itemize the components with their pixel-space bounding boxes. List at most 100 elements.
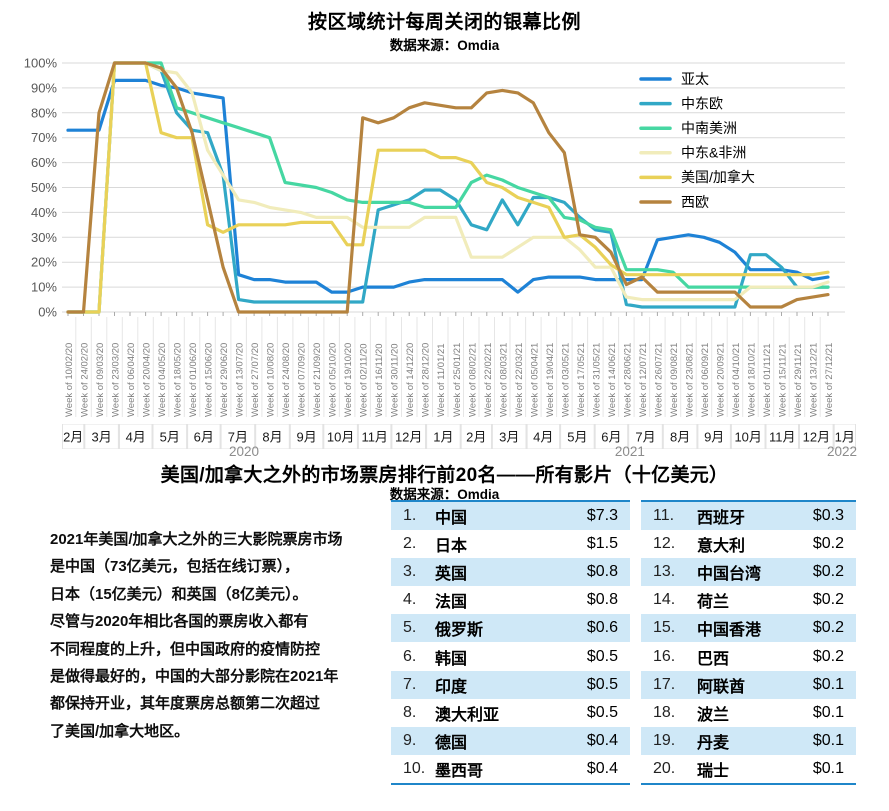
value-cell: $0.4 xyxy=(586,731,618,749)
table-row: 13. 中国台湾 $0.2 xyxy=(641,558,856,587)
month-cell xyxy=(358,424,391,449)
year-label: 2020 xyxy=(229,444,259,457)
month-label: 5月 xyxy=(567,430,587,445)
month-label: 8月 xyxy=(262,430,282,445)
month-label: 12月 xyxy=(803,430,830,445)
x-tick-label: Week of 09/08/21 xyxy=(669,343,680,417)
table-row: 19. 丹麦 $0.1 xyxy=(641,726,856,755)
x-tick-label: Week of 17/05/21 xyxy=(576,343,587,417)
month-cell xyxy=(63,424,84,449)
value-cell: $0.5 xyxy=(586,675,618,693)
rank-cell: 14. xyxy=(653,591,676,609)
month-label: 7月 xyxy=(635,430,655,445)
year-label: 2022 xyxy=(827,444,857,457)
series-line-5 xyxy=(66,61,830,314)
table-row: 12. 意大利 $0.2 xyxy=(641,530,856,558)
rank-cell: 6. xyxy=(403,647,417,665)
month-label: 8月 xyxy=(670,430,690,445)
market-cell: 中国香港 xyxy=(697,622,762,640)
y-tick-label: 80% xyxy=(31,105,57,120)
y-tick-label: 50% xyxy=(31,180,57,195)
month-cell xyxy=(561,424,594,449)
x-tick-label: Week of 29/06/20 xyxy=(219,343,230,417)
value-cell: $0.5 xyxy=(586,647,618,665)
value-cell: $0.3 xyxy=(812,507,844,525)
table-row: 16. 巴西 $0.2 xyxy=(641,642,856,670)
x-tick-label: Week of 24/02/20 xyxy=(80,343,91,417)
x-tick-label: Week of 06/09/21 xyxy=(700,343,711,417)
market-cell: 韩国 xyxy=(435,650,468,668)
table-row: 11. 西班牙 $0.3 xyxy=(641,502,856,531)
table-row: 5. 俄罗斯 $0.6 xyxy=(391,614,630,643)
month-cell xyxy=(731,424,765,449)
x-tick-label: Week of 31/05/21 xyxy=(591,343,602,417)
table-row: 1. 中国 $7.3 xyxy=(391,502,630,531)
market-cell: 印度 xyxy=(435,678,468,696)
rank-cell: 11. xyxy=(653,507,675,525)
market-cell: 阿联酋 xyxy=(697,678,746,696)
x-tick-label: Week of 02/11/20 xyxy=(359,343,370,417)
x-tick-label: Week of 08/03/21 xyxy=(498,343,509,417)
table-row: 7. 印度 $0.5 xyxy=(391,670,630,699)
rank-cell: 10. xyxy=(403,759,426,777)
x-tick-label: Week of 21/09/20 xyxy=(312,343,323,417)
ranking-table-left: 1. 中国 $7.3 2. 日本 $1.5 3. 英国 $0.8 4. 法国 $0.8 5. 俄罗斯 $0.… xyxy=(391,500,630,785)
value-cell: $0.8 xyxy=(586,591,618,609)
month-cell xyxy=(766,424,798,449)
table-row: 18. 波兰 $0.1 xyxy=(641,699,856,727)
rank-cell: 3. xyxy=(403,563,417,581)
month-cell xyxy=(834,424,855,449)
y-tick-label: 70% xyxy=(31,130,57,145)
month-label: 10月 xyxy=(734,430,761,445)
y-tick-label: 90% xyxy=(31,80,57,95)
chart-subtitle: 数据来源：Omdia xyxy=(389,38,500,53)
ranking-note: 2021年美国/加拿大之外的三大影院票房市场 是中国（73亿美元，包括在线订票）… xyxy=(50,531,343,740)
x-tick-label: Week of 23/03/20 xyxy=(111,343,122,417)
month-cell xyxy=(188,424,220,449)
value-cell: $0.1 xyxy=(812,703,844,721)
x-tick-label: Week of 15/11/21 xyxy=(778,343,789,417)
legend-label-3: 中东&非洲 xyxy=(681,145,746,161)
table-row: 6. 韩国 $0.5 xyxy=(391,642,630,670)
market-cell: 法国 xyxy=(435,594,468,612)
month-label: 3月 xyxy=(91,430,111,445)
table-row: 8. 澳大利亚 $0.5 xyxy=(391,699,630,727)
month-cell xyxy=(120,424,152,449)
month-cell xyxy=(698,424,730,449)
market-cell: 英国 xyxy=(435,566,468,584)
value-cell: $0.6 xyxy=(586,619,618,637)
rank-cell: 9. xyxy=(403,731,417,749)
table-row: 10. 墨西哥 $0.4 xyxy=(391,755,630,783)
table-row: 9. 德国 $0.4 xyxy=(391,726,630,755)
x-tick-label: Week of 13/07/20 xyxy=(235,343,246,417)
ranking-subtitle: 数据来源：Omdia xyxy=(389,487,500,502)
table-row: 15. 中国香港 $0.2 xyxy=(641,614,856,643)
rank-cell: 19. xyxy=(653,731,676,749)
market-cell: 日本 xyxy=(435,538,468,556)
table-row: 20. 瑞士 $0.1 xyxy=(641,755,856,783)
table-row: 17. 阿联酋 $0.1 xyxy=(641,670,856,699)
market-cell: 西班牙 xyxy=(697,510,746,528)
x-tick-label: Week of 26/07/21 xyxy=(653,343,664,417)
month-cell xyxy=(663,424,697,449)
month-cell xyxy=(527,424,560,449)
value-cell: $0.2 xyxy=(812,591,844,609)
rank-cell: 2. xyxy=(403,535,417,553)
rank-cell: 1. xyxy=(403,507,417,525)
value-cell: $0.1 xyxy=(812,675,844,693)
value-cell: $0.1 xyxy=(812,731,844,749)
x-tick-label: Week of 07/09/20 xyxy=(297,343,308,417)
x-tick-label: Week of 18/05/20 xyxy=(173,343,184,417)
x-tick-label: Week of 08/02/21 xyxy=(467,343,478,417)
x-tick-label: Week of 12/07/21 xyxy=(638,343,649,417)
table-row: 2. 日本 $1.5 xyxy=(391,530,630,558)
month-cell xyxy=(153,424,187,449)
month-label: 11月 xyxy=(361,430,388,445)
series-line-3 xyxy=(66,61,830,314)
x-tick-label: Week of 11/01/21 xyxy=(436,343,447,417)
value-cell: $0.2 xyxy=(812,619,844,637)
x-tick-label: Week of 20/09/21 xyxy=(715,343,726,417)
month-cell xyxy=(221,424,255,449)
x-tick-label: Week of 14/12/20 xyxy=(405,343,416,417)
